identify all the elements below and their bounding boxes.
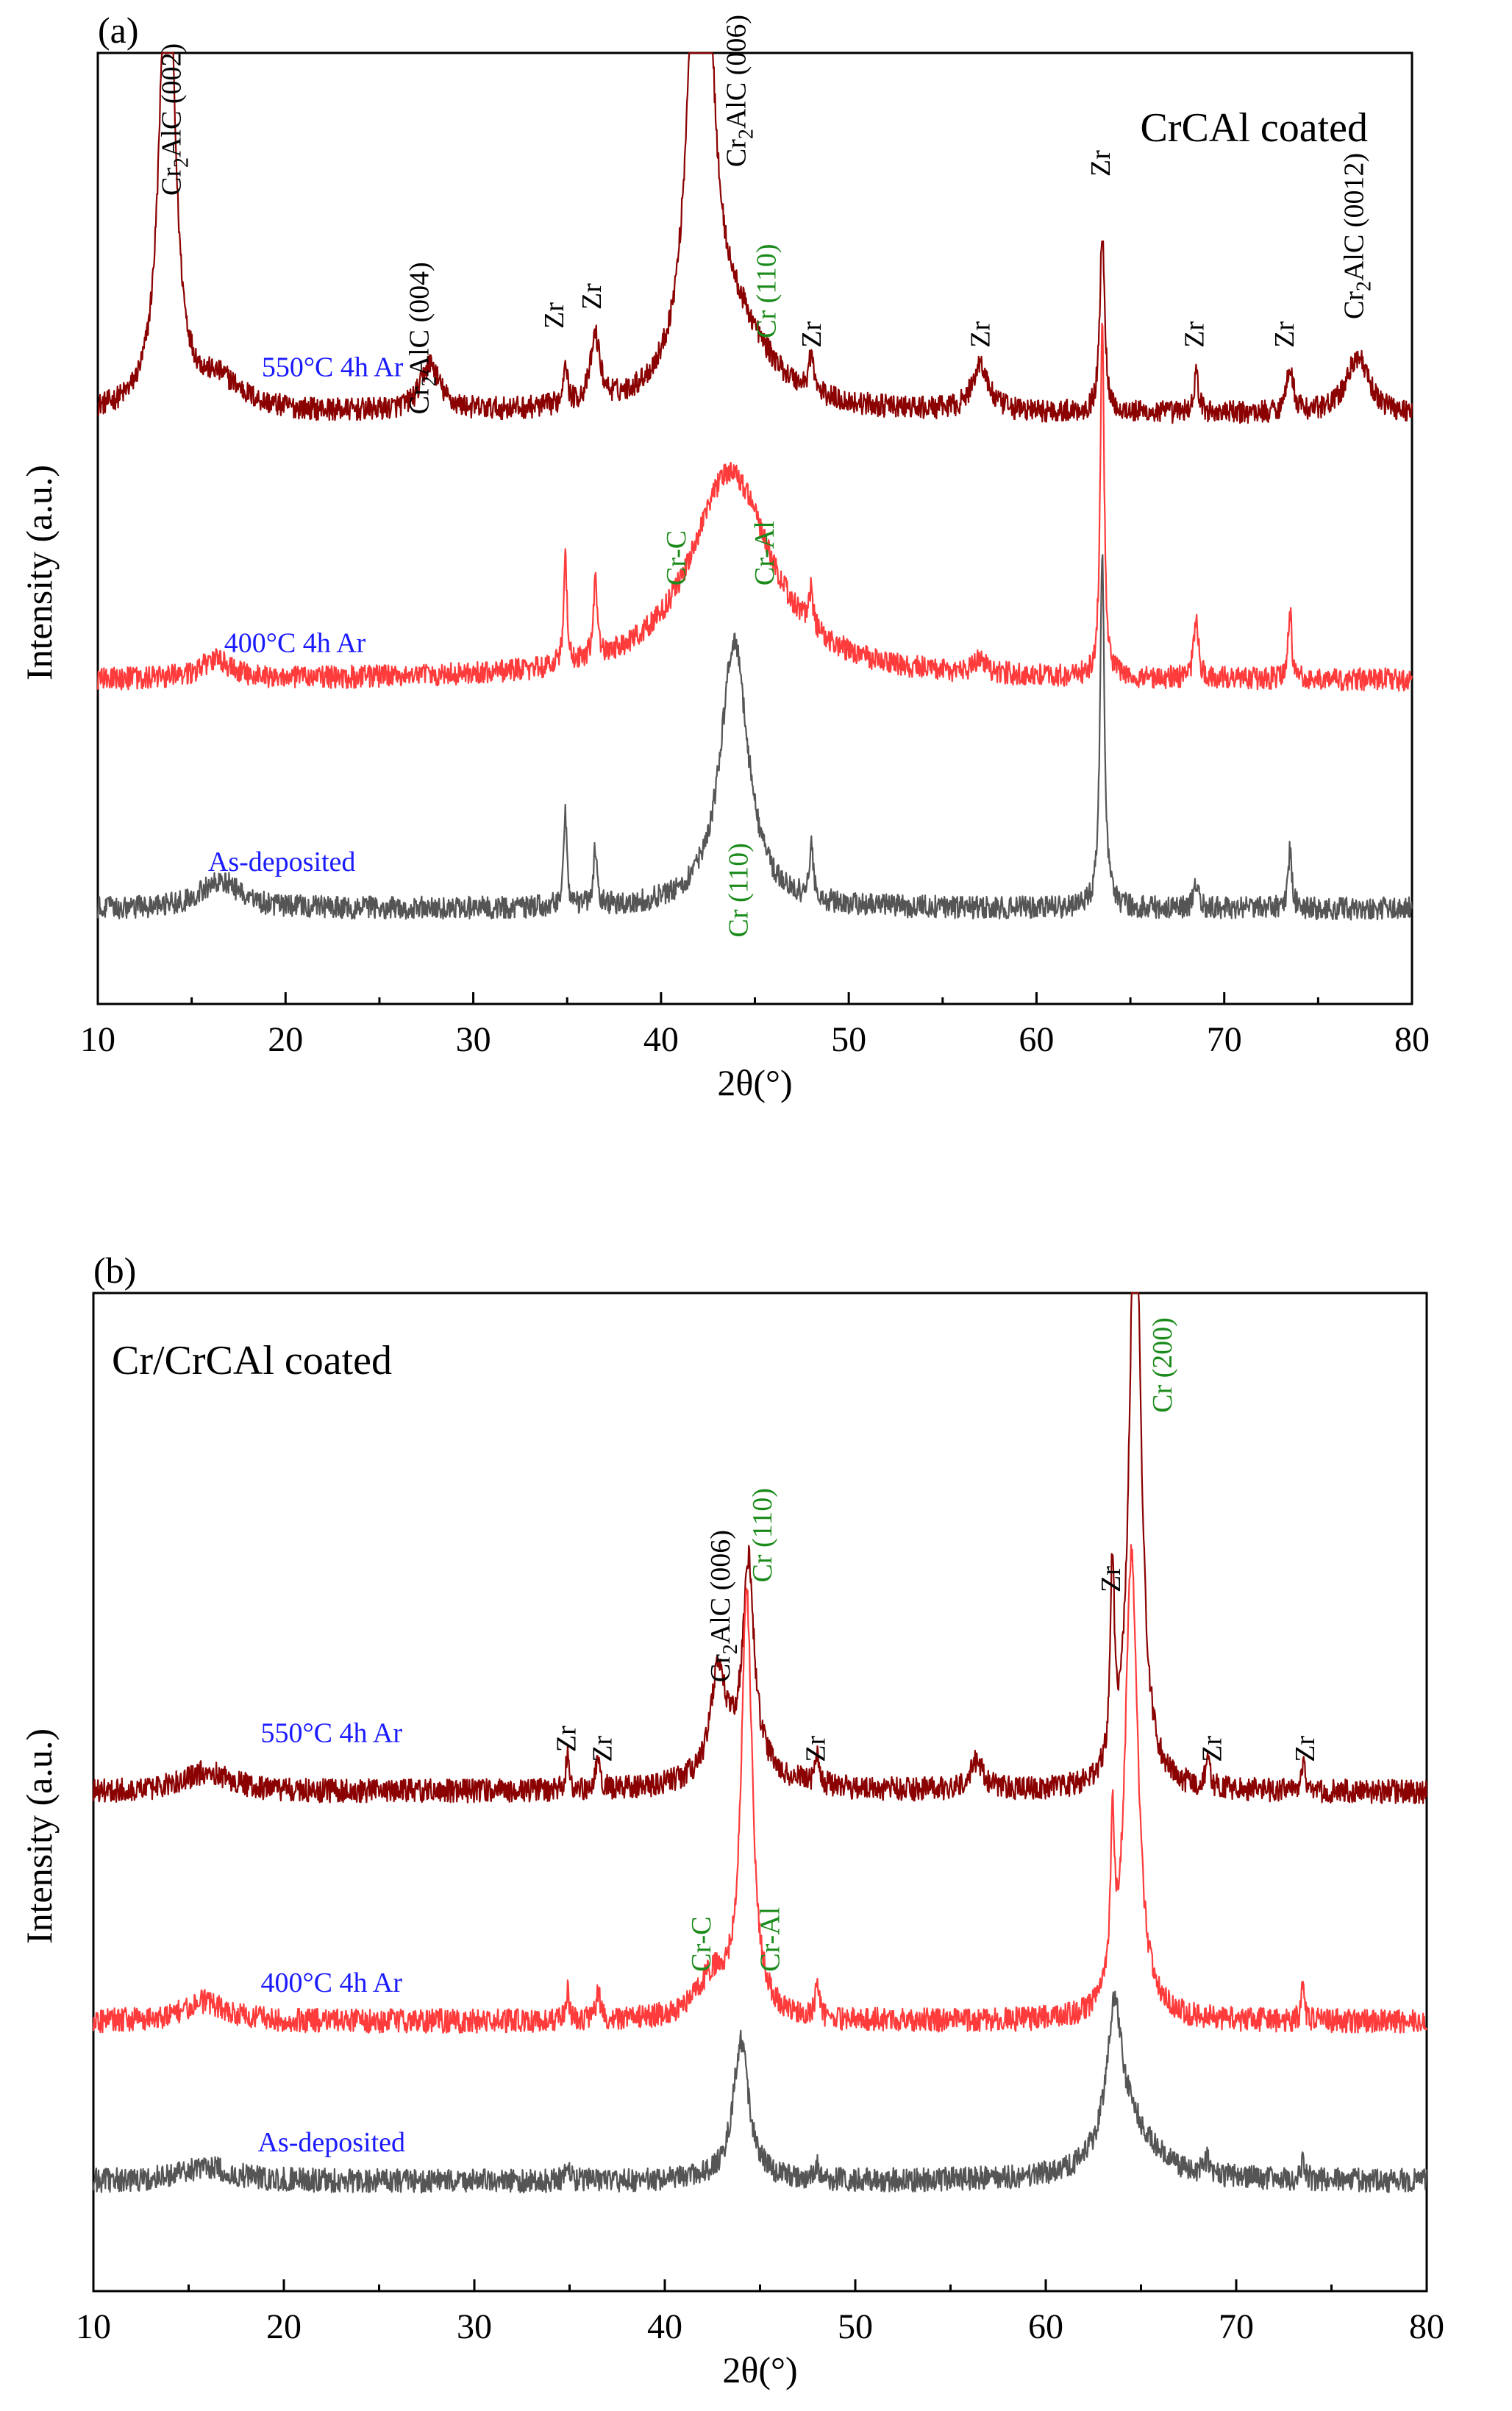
- peak-label: Cr2AlC (002): [156, 43, 193, 196]
- peak-label: Zr: [796, 321, 827, 348]
- y-axis-title: Intensity (a.u.): [18, 465, 60, 680]
- peak-label: Cr-Al: [749, 521, 780, 585]
- x-tick-label: 70: [1207, 1020, 1242, 1059]
- panel-a: (a) 10 20 30 40 50 60 70 80 2θ(°) Intensity (a.u.)…: [18, 10, 1430, 1103]
- chart-title: Cr/CrCAl coated: [112, 1338, 392, 1383]
- series-label: 400°C 4h Ar: [224, 628, 366, 659]
- peak-label: Cr (200): [1147, 1317, 1178, 1413]
- peak-label: Zr: [587, 1736, 618, 1762]
- peak-label: Zr: [1180, 321, 1210, 348]
- peak-label: Cr-Al: [755, 1907, 785, 1972]
- series-label: As-deposited: [257, 2127, 405, 2158]
- series-label: As-deposited: [208, 847, 356, 877]
- series-line-0: [92, 1292, 1427, 1805]
- x-tick-label: 30: [456, 1020, 491, 1059]
- series-line-2: [92, 1990, 1427, 2194]
- x-tick-label: 40: [647, 2307, 682, 2346]
- x-tick-label: 50: [838, 2307, 873, 2346]
- x-tick-label: 20: [268, 1020, 303, 1059]
- x-tick-label: 60: [1028, 2307, 1063, 2346]
- peak-label: Zr: [1197, 1736, 1227, 1762]
- x-tick-label: 80: [1409, 2307, 1444, 2346]
- peak-label: Zr: [1085, 150, 1116, 177]
- peak-label: Cr-C: [686, 1917, 717, 1972]
- peak-label: Cr (110): [752, 243, 782, 338]
- peak-label: Cr-C: [661, 530, 692, 585]
- x-tick-label: 10: [76, 2307, 111, 2346]
- peak-label: Zr: [1096, 1566, 1127, 1592]
- peak-label: Cr2AlC (004): [404, 262, 441, 414]
- peak-label: Cr (110): [723, 843, 754, 937]
- x-tick-label: 30: [457, 2307, 492, 2346]
- panel-label: (b): [93, 1250, 136, 1291]
- peak-label: Cr2AlC (006): [705, 1530, 742, 1682]
- series-line-1: [96, 322, 1413, 692]
- x-axis-title: 2θ(°): [722, 2349, 797, 2390]
- peak-label: Cr (110): [747, 1488, 778, 1582]
- series-line-2: [96, 554, 1413, 921]
- x-tick-label: 20: [266, 2307, 302, 2346]
- peak-label: Zr: [1290, 1736, 1321, 1762]
- series-label: 550°C 4h Ar: [260, 1718, 402, 1749]
- series-label: 400°C 4h Ar: [260, 1967, 402, 1998]
- x-tick-label: 80: [1394, 1020, 1430, 1059]
- x-tick-label: 70: [1219, 2307, 1254, 2346]
- series-line-0: [97, 51, 1413, 424]
- peak-label: Cr2AlC (006): [721, 15, 758, 167]
- peak-label: Zr: [801, 1736, 832, 1762]
- panel-b: (b) 10 20 30 40 50 60 70 80 2θ(°) Intensity (a.u.)…: [18, 1250, 1444, 2390]
- x-tick-label: 40: [643, 1020, 679, 1059]
- x-tick-label: 10: [80, 1020, 115, 1059]
- series-label: 550°C 4h Ar: [262, 352, 404, 383]
- peak-label: Zr: [577, 283, 607, 310]
- peak-label: Zr: [1269, 321, 1300, 348]
- y-axis-title: Intensity (a.u.): [18, 1728, 60, 1944]
- panel-label: (a): [98, 10, 139, 51]
- x-tick-label: 60: [1019, 1020, 1054, 1059]
- peak-label: Zr: [966, 321, 996, 348]
- series-line-1: [92, 1544, 1427, 2034]
- x-axis-title: 2θ(°): [717, 1062, 792, 1103]
- chart-title: CrCAl coated: [1141, 105, 1368, 151]
- peak-label: Cr2AlC (0012): [1339, 153, 1376, 319]
- peak-label: Zr: [539, 302, 570, 329]
- peak-label: Zr: [551, 1726, 582, 1752]
- x-tick-label: 50: [831, 1020, 866, 1059]
